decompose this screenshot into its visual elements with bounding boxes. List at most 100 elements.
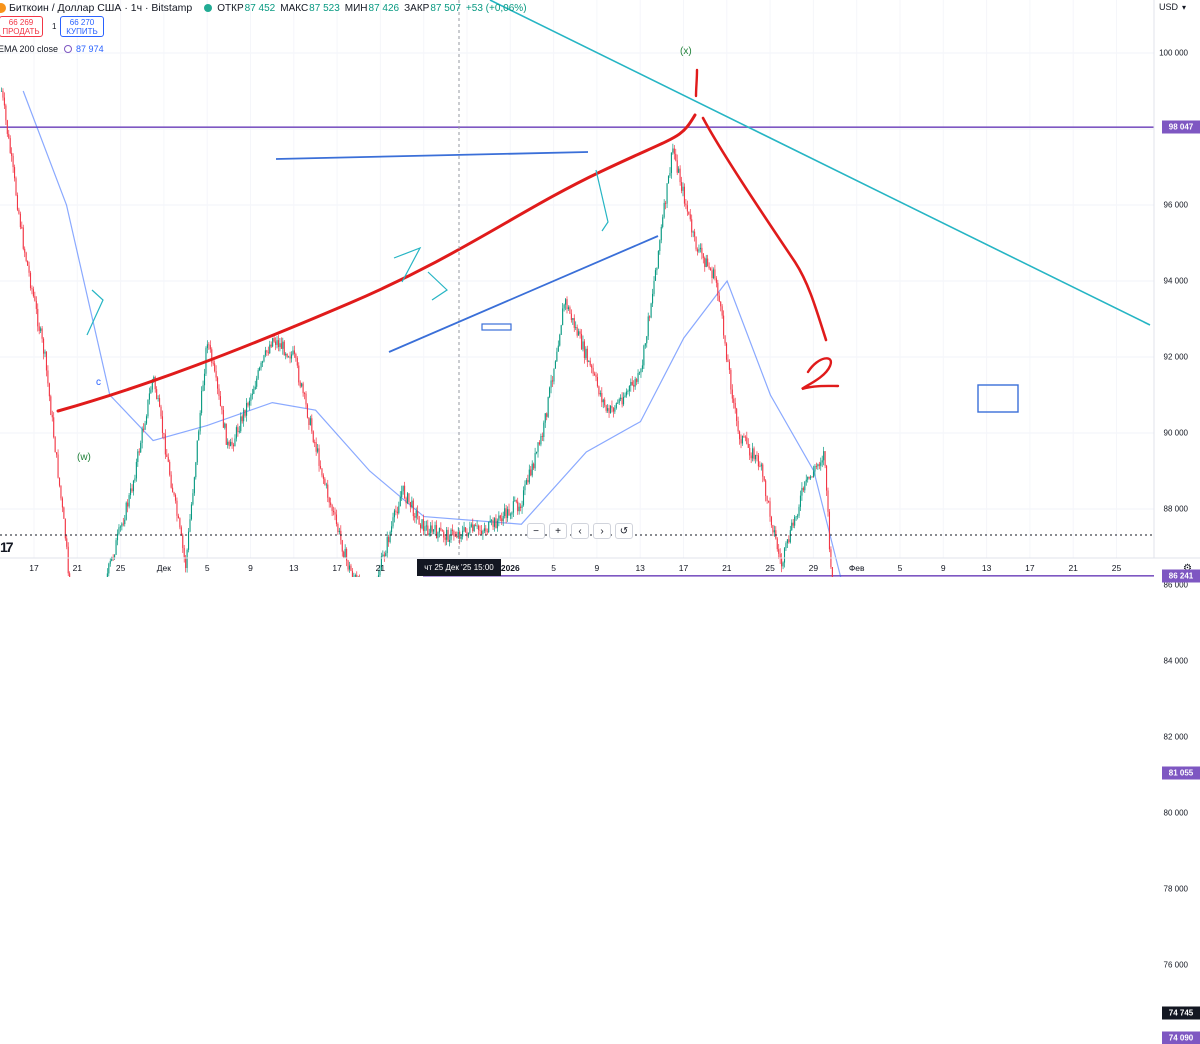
time-tick-label: 21	[376, 563, 385, 573]
candle-body	[163, 433, 164, 434]
candle-body	[649, 316, 650, 317]
candle-body	[63, 507, 64, 518]
candle-body	[432, 525, 433, 531]
candle-body	[562, 308, 563, 325]
candle-body	[294, 350, 295, 353]
candle-body	[198, 431, 199, 440]
candle-body	[827, 491, 828, 512]
candle-body	[352, 571, 353, 577]
candle-body	[671, 153, 672, 173]
change-value: +53 (+0,06%)	[466, 3, 527, 14]
symbol-title[interactable]: Биткоин / Доллар США · 1ч · Bitstamp	[9, 2, 192, 14]
time-tick-label: 29	[809, 563, 818, 573]
candle-body	[108, 564, 109, 574]
candle-body	[508, 509, 509, 515]
candle-body	[722, 306, 723, 315]
candle-body	[384, 555, 385, 557]
candle-body	[601, 393, 602, 402]
candle-body	[287, 354, 288, 357]
candle-body	[749, 448, 750, 456]
candle-body	[682, 187, 683, 191]
tradingview-logo[interactable]: 17	[0, 539, 12, 555]
price-chart[interactable]	[0, 0, 1200, 577]
candle-body	[168, 457, 169, 462]
candle-body	[684, 187, 685, 204]
candle-body	[129, 495, 130, 506]
candle-body	[658, 251, 659, 268]
candle-body	[778, 549, 779, 554]
candle-body	[282, 342, 283, 349]
candle-body	[274, 338, 275, 341]
candle-body	[10, 138, 11, 153]
candle-body	[5, 105, 6, 120]
candle-body	[42, 328, 43, 338]
candle-body	[572, 318, 573, 320]
candle-body	[323, 475, 324, 478]
candle-body	[126, 503, 127, 520]
candle-body	[752, 448, 753, 458]
candle-body	[387, 537, 388, 553]
price-tick-label: 96 000	[1164, 201, 1188, 210]
candle-body	[62, 498, 63, 507]
candle-body	[790, 530, 791, 542]
candle-body	[635, 379, 636, 387]
candle-body	[798, 507, 799, 516]
buy-button[interactable]: 66 270 КУПИТЬ	[60, 16, 104, 37]
candle-body	[200, 413, 201, 431]
candle-body	[564, 305, 565, 309]
indicator-legend[interactable]: EMA 200 close 87 974	[0, 44, 104, 54]
candle-body	[118, 527, 119, 533]
candle-body	[600, 393, 601, 394]
spread-value: 1	[52, 22, 56, 31]
candle-body	[406, 498, 407, 503]
candle-body	[619, 399, 620, 403]
zoom-out-button[interactable]: −	[527, 523, 545, 539]
candle-body	[110, 561, 111, 564]
candle-body	[59, 478, 60, 486]
candle-body	[297, 358, 298, 366]
candle-body	[11, 153, 12, 156]
sell-button[interactable]: 66 269 ПРОДАТЬ	[0, 16, 43, 37]
candle-body	[160, 407, 161, 417]
candle-body	[310, 418, 311, 425]
candle-body	[420, 525, 421, 529]
wave-label-x: (x)	[680, 46, 692, 57]
candle-body	[720, 302, 721, 307]
candle-body	[651, 303, 652, 317]
candle-body	[466, 532, 467, 537]
scroll-right-button[interactable]: ›	[593, 523, 611, 539]
candle-body	[314, 442, 315, 443]
price-level-tag: 86 241	[1162, 569, 1200, 582]
candle-body	[339, 531, 340, 532]
price-tick-label: 78 000	[1164, 885, 1188, 894]
candle-body	[252, 394, 253, 395]
indicator-visibility-icon[interactable]	[64, 45, 72, 53]
candle-body	[594, 374, 595, 375]
candle-body	[317, 448, 318, 451]
zoom-in-button[interactable]: +	[549, 523, 567, 539]
candle-body	[47, 370, 48, 383]
candle-body	[419, 516, 420, 524]
candle-body	[156, 389, 157, 399]
candle-body	[574, 318, 575, 328]
candle-body	[24, 249, 25, 253]
candle-body	[685, 204, 686, 206]
currency-selector[interactable]: USD	[1159, 2, 1186, 12]
candle-body	[142, 429, 143, 443]
candle-body	[210, 345, 211, 349]
candle-body	[448, 530, 449, 542]
candle-body	[217, 378, 218, 389]
reset-chart-button[interactable]: ↺	[615, 523, 633, 539]
scroll-left-button[interactable]: ‹	[571, 523, 589, 539]
candle-body	[535, 453, 536, 468]
candle-body	[266, 350, 267, 352]
candle-body	[771, 517, 772, 525]
candle-body	[404, 486, 405, 498]
candle-body	[117, 534, 118, 540]
candle-body	[134, 478, 135, 480]
candle-body	[710, 268, 711, 270]
candle-body	[759, 466, 760, 467]
candle-body	[659, 240, 660, 251]
candle-body	[250, 395, 251, 401]
candle-body	[826, 466, 827, 491]
